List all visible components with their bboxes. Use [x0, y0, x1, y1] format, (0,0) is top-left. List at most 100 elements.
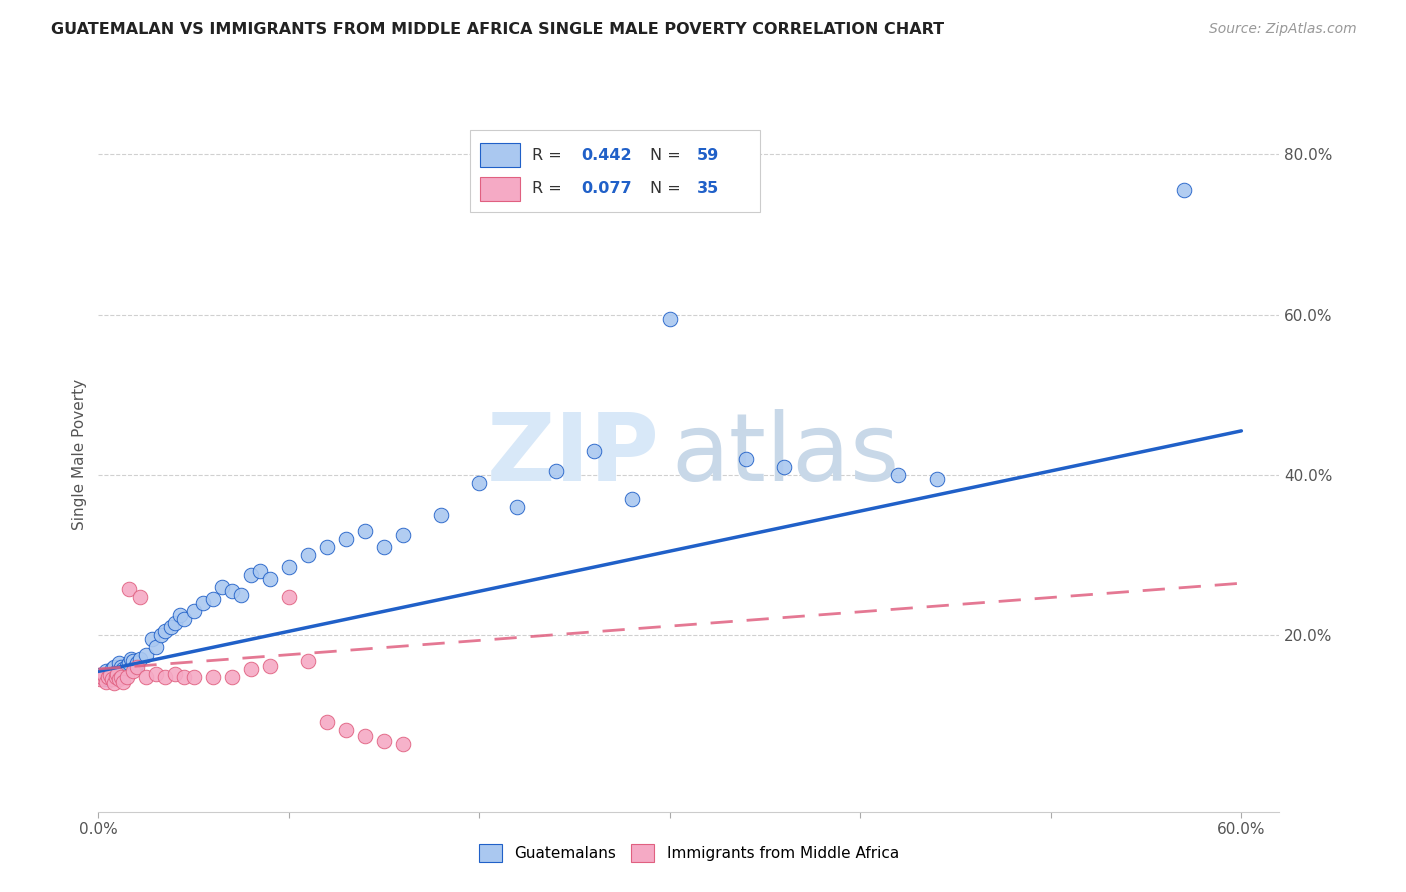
Point [183, 604, 205, 618]
Text: 59: 59 [697, 148, 720, 162]
Point [231, 588, 253, 602]
Point [93, 673, 115, 687]
Point [159, 620, 181, 634]
Point [582, 444, 605, 458]
Point [544, 464, 567, 478]
Point [108, 657, 131, 671]
Point [249, 564, 271, 578]
Point [201, 670, 224, 684]
Point [115, 670, 138, 684]
Point [620, 491, 643, 506]
Text: R =: R = [531, 181, 567, 196]
Point [125, 657, 148, 671]
FancyBboxPatch shape [471, 130, 759, 212]
Point [125, 660, 148, 674]
Point [145, 666, 167, 681]
Point [335, 723, 357, 737]
Point [120, 652, 142, 666]
Point [392, 528, 415, 542]
Point [468, 475, 491, 490]
Point [392, 737, 415, 751]
Point [135, 648, 157, 663]
Point [98, 668, 121, 682]
Point [221, 670, 243, 684]
Point [114, 665, 136, 679]
Text: 0.077: 0.077 [582, 181, 633, 196]
Point [129, 590, 152, 604]
Point [89, 668, 111, 682]
Point [169, 608, 191, 623]
Point [93, 668, 115, 682]
Point [145, 640, 167, 655]
Point [115, 658, 138, 673]
Point [118, 582, 141, 596]
Point [163, 616, 186, 631]
FancyBboxPatch shape [479, 143, 520, 168]
Point [124, 660, 146, 674]
Point [239, 568, 262, 582]
Point [335, 532, 357, 546]
Point [221, 584, 243, 599]
Y-axis label: Single Male Poverty: Single Male Poverty [72, 379, 87, 531]
Point [773, 459, 796, 474]
Point [104, 670, 127, 684]
Point [259, 572, 281, 586]
Point [91, 670, 114, 684]
Text: N =: N = [650, 148, 686, 162]
Text: Source: ZipAtlas.com: Source: ZipAtlas.com [1209, 22, 1357, 37]
Point [316, 540, 339, 554]
Point [98, 670, 121, 684]
Point [110, 670, 132, 684]
Point [887, 467, 910, 482]
Point [118, 657, 141, 671]
Point [277, 590, 299, 604]
Point [239, 662, 262, 676]
Point [354, 524, 377, 538]
Point [297, 654, 319, 668]
Point [112, 662, 135, 676]
FancyBboxPatch shape [479, 177, 520, 201]
Text: N =: N = [650, 181, 686, 196]
Point [135, 670, 157, 684]
Point [94, 674, 117, 689]
Point [97, 666, 120, 681]
Point [506, 500, 529, 514]
Point [89, 673, 111, 687]
Point [925, 472, 948, 486]
Point [121, 665, 143, 679]
Point [354, 729, 377, 743]
Point [163, 666, 186, 681]
Point [316, 714, 339, 729]
Point [107, 666, 129, 681]
Point [103, 660, 125, 674]
Text: ZIP: ZIP [486, 409, 659, 501]
Text: GUATEMALAN VS IMMIGRANTS FROM MIDDLE AFRICA SINGLE MALE POVERTY CORRELATION CHAR: GUATEMALAN VS IMMIGRANTS FROM MIDDLE AFR… [51, 22, 943, 37]
Point [193, 596, 215, 610]
Point [100, 673, 122, 687]
Point [430, 508, 453, 522]
Text: 0.442: 0.442 [582, 148, 633, 162]
Point [107, 665, 129, 679]
Text: atlas: atlas [671, 409, 900, 501]
Point [658, 311, 681, 326]
Point [173, 670, 195, 684]
Point [129, 652, 152, 666]
Point [183, 670, 205, 684]
Point [153, 624, 176, 639]
Point [104, 668, 127, 682]
Point [259, 658, 281, 673]
Point [735, 451, 758, 466]
Point [277, 560, 299, 574]
Point [201, 592, 224, 607]
Point [141, 632, 163, 647]
Point [97, 670, 120, 684]
Point [97, 673, 120, 687]
Legend: Guatemalans, Immigrants from Middle Africa: Guatemalans, Immigrants from Middle Afri… [472, 838, 905, 868]
Text: R =: R = [531, 148, 567, 162]
Point [297, 548, 319, 562]
Point [103, 676, 125, 690]
Point [112, 674, 135, 689]
Point [150, 628, 173, 642]
Point [110, 660, 132, 674]
Point [373, 540, 395, 554]
